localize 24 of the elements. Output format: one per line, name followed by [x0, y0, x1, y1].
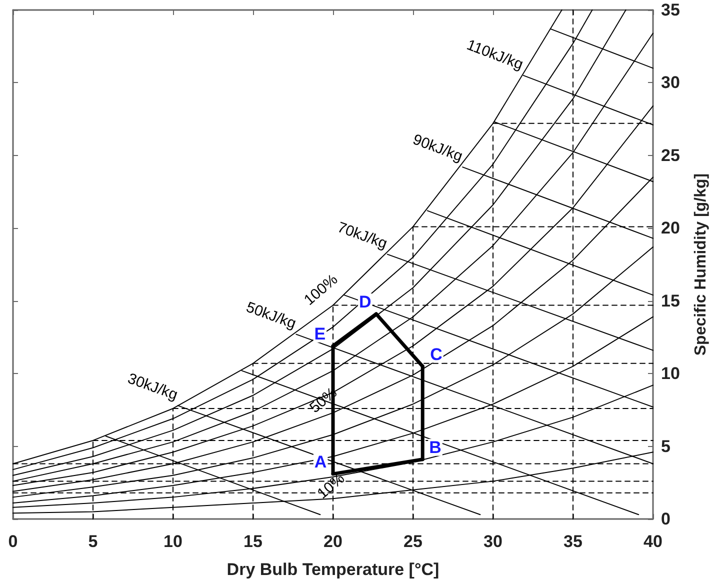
data-label: D	[359, 292, 372, 312]
y-tick-label: 5	[661, 436, 670, 456]
data-label: A	[314, 452, 327, 472]
x-tick-label: 10	[164, 532, 182, 551]
x-tick-label: 15	[244, 532, 262, 551]
data-label: C	[430, 344, 442, 364]
y-tick-label: 15	[661, 291, 680, 310]
data-label: B	[429, 438, 442, 457]
y-tick-label: 20	[661, 218, 680, 238]
y-tick-label: 35	[661, 0, 680, 20]
y-tick-label: 25	[661, 146, 680, 165]
x-tick-label: 40	[644, 532, 662, 551]
x-tick-label: 30	[484, 532, 502, 551]
x-axis-title: Dry Bulb Temperature [°C]	[226, 560, 440, 579]
x-tick-label: 5	[88, 532, 98, 551]
y-axis-title: Specific Humidity [g/kg]	[692, 173, 710, 356]
y-tick-label: 30	[661, 73, 680, 92]
y-tick-label: 0	[661, 510, 670, 528]
x-tick-label: 35	[564, 532, 582, 551]
x-tick-label: 25	[404, 532, 422, 551]
y-tick-label: 10	[661, 364, 680, 384]
data-label: E	[314, 324, 326, 344]
x-tick-label: 20	[324, 532, 342, 551]
x-tick-label: 0	[8, 532, 18, 551]
